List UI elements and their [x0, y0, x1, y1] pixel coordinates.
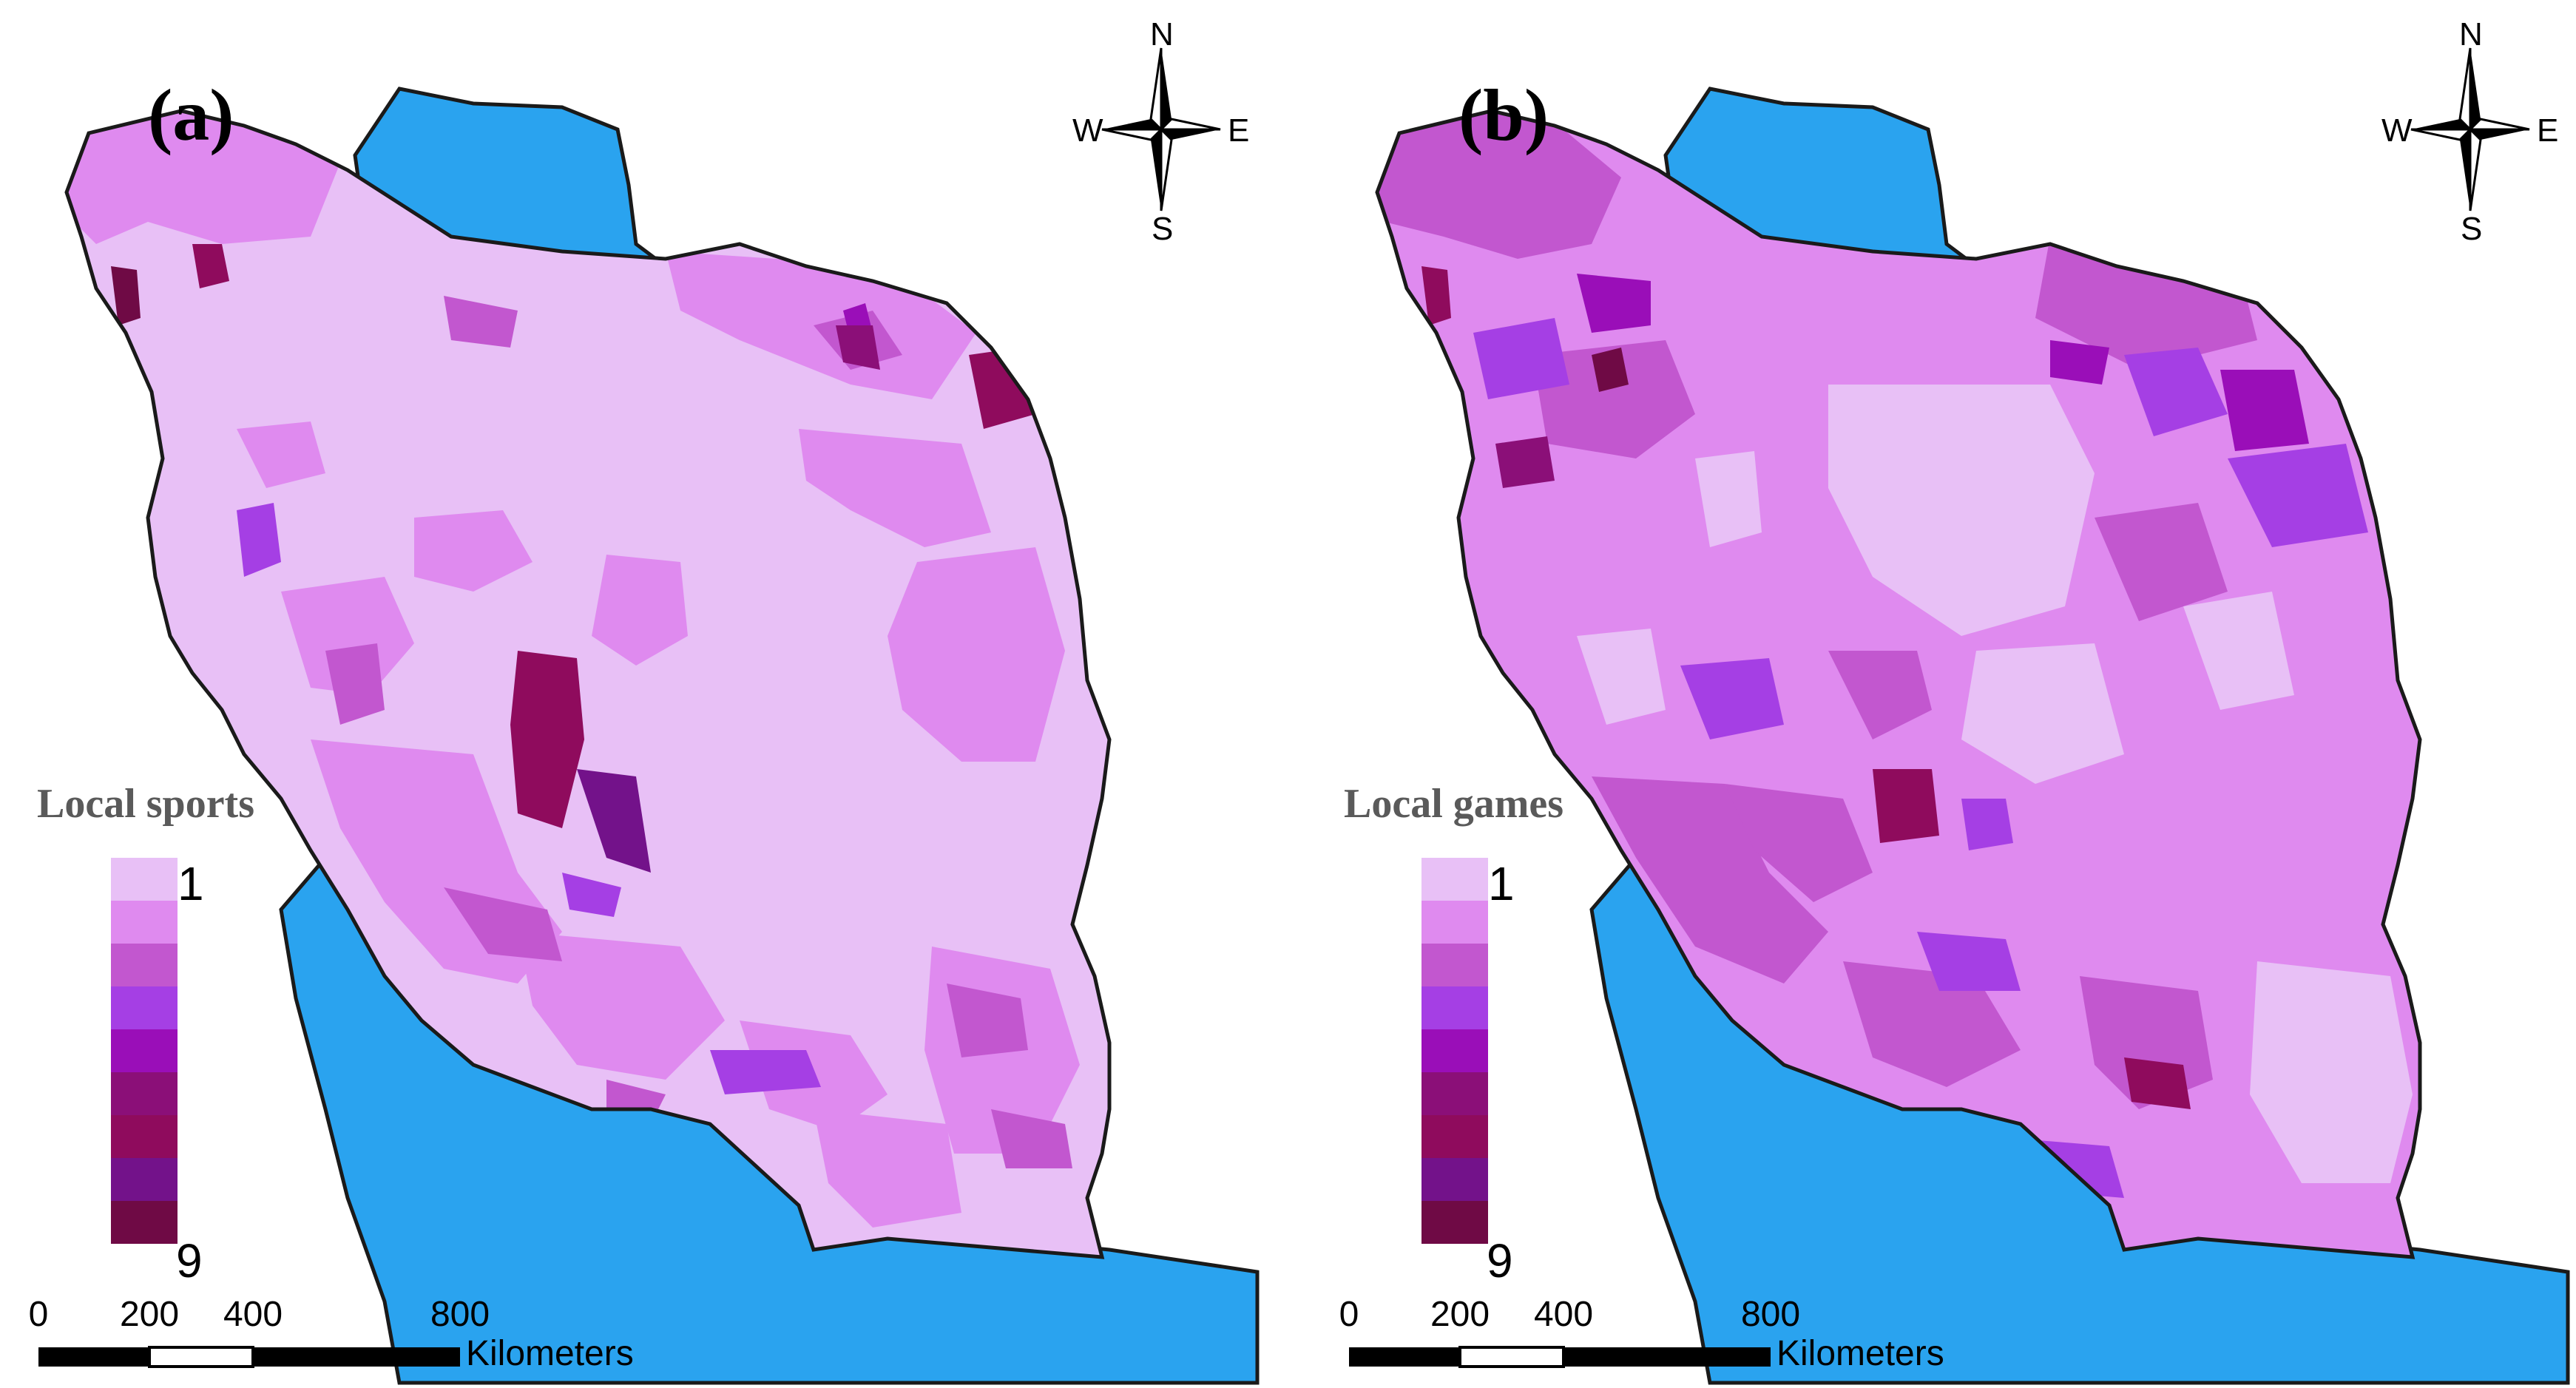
- country-outline-a: [64, 109, 1112, 1259]
- legend-swatches-b: [1421, 858, 1488, 1244]
- legend-max-b: 9: [1487, 1234, 1513, 1287]
- panel-label-b: (b): [1458, 74, 1549, 156]
- map-a-canvas: [38, 47, 1260, 1385]
- legend-swatch-class-6: [111, 1072, 178, 1115]
- compass-east-label: E: [2537, 112, 2559, 149]
- compass-south-label: S: [2461, 211, 2483, 247]
- legend-swatch-class-6: [1421, 1072, 1488, 1115]
- north-arrow-compass-icon-b: [2410, 47, 2530, 211]
- north-arrow-compass-icon-a: [1101, 47, 1221, 211]
- scale-tick-800-b: 800: [1740, 1295, 1801, 1334]
- country-fill-a: [67, 111, 1109, 1257]
- compass-north-label: N: [1150, 16, 1174, 53]
- legend-swatch-class-1: [111, 858, 178, 901]
- scale-tick-400-a: 400: [223, 1295, 283, 1334]
- scale-tick-400-b: 400: [1533, 1295, 1594, 1334]
- compass-south-label: S: [1152, 211, 1174, 247]
- legend-swatch-class-5: [111, 1029, 178, 1072]
- legend-min-b: 1: [1488, 857, 1515, 910]
- legend-swatch-class-2: [1421, 901, 1488, 944]
- legend-swatch-class-1: [1421, 858, 1488, 901]
- legend-max-a: 9: [176, 1234, 203, 1287]
- scale-tick-0-a: 0: [28, 1295, 49, 1334]
- country-outline-b: [1375, 109, 2422, 1259]
- legend-swatch-class-8: [1421, 1158, 1488, 1201]
- map-b-canvas: [1349, 47, 2570, 1385]
- map-panel-a: (a) N S W E Local sports 1 9 0 200 400 8…: [28, 16, 1260, 1385]
- compass-north-label: N: [2459, 16, 2483, 53]
- scale-unit-a: Kilometers: [466, 1334, 634, 1373]
- district-patches-a: [67, 111, 1080, 1228]
- scale-tick-200-b: 200: [1430, 1295, 1490, 1334]
- legend-swatches-a: [111, 858, 178, 1244]
- legend-swatch-class-2: [111, 901, 178, 944]
- scale-tick-800-a: 800: [430, 1295, 490, 1334]
- scale-bar-a: [38, 1346, 460, 1368]
- legend-swatch-class-7: [111, 1115, 178, 1158]
- district-patches-b: [1377, 111, 2413, 1198]
- compass-east-label: E: [1228, 112, 1250, 149]
- legend-title-a: Local sports: [37, 781, 254, 827]
- panel-label-a: (a): [148, 74, 234, 156]
- legend-swatch-class-5: [1421, 1029, 1488, 1072]
- compass-west-label: W: [1072, 112, 1103, 149]
- legend-swatch-class-3: [1421, 944, 1488, 986]
- legend-swatch-class-9: [111, 1201, 178, 1244]
- legend-swatch-class-4: [111, 986, 178, 1029]
- scale-unit-b: Kilometers: [1777, 1334, 1944, 1373]
- legend-title-b: Local games: [1344, 781, 1564, 827]
- legend-min-a: 1: [178, 857, 204, 910]
- scale-tick-200-a: 200: [119, 1295, 180, 1334]
- scale-tick-0-b: 0: [1339, 1295, 1359, 1334]
- map-panel-b: (b) N S W E Local games 1 9 0 200 400 80…: [1311, 0, 2576, 1388]
- scale-bar-b: [1349, 1346, 1771, 1368]
- legend-swatch-class-9: [1421, 1201, 1488, 1244]
- legend-swatch-class-7: [1421, 1115, 1488, 1158]
- legend-swatch-class-8: [111, 1158, 178, 1201]
- legend-swatch-class-4: [1421, 986, 1488, 1029]
- compass-west-label: W: [2381, 112, 2413, 149]
- legend-swatch-class-3: [111, 944, 178, 986]
